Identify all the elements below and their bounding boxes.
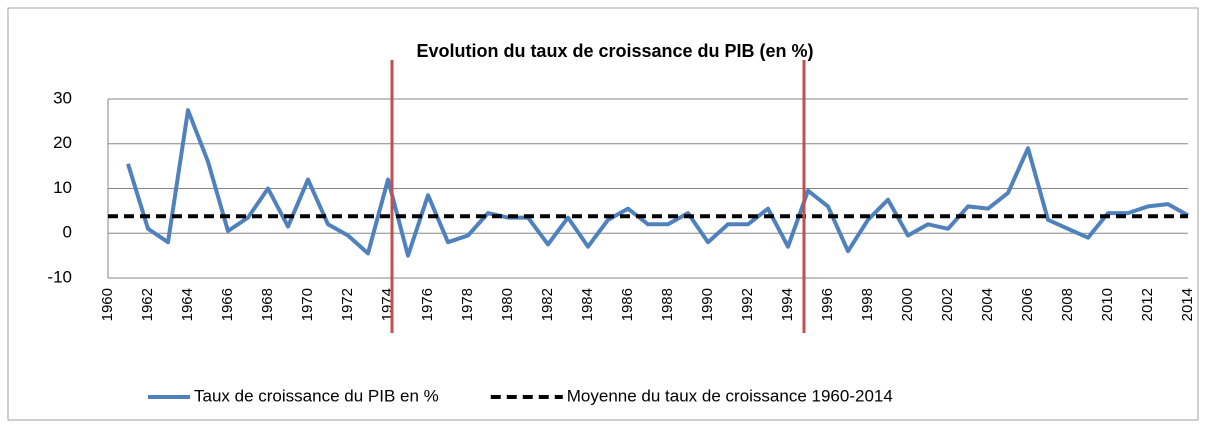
x-tick-label: 1982 [539,288,556,321]
legend-label: Taux de croissance du PIB en % [194,386,439,405]
y-tick-label: 20 [53,133,72,152]
chart-title: Evolution du taux de croissance du PIB (… [416,41,813,61]
x-tick-label: 1996 [819,288,836,321]
x-tick-label: 1968 [259,288,276,321]
x-tick-label: 1978 [459,288,476,321]
y-tick-label: 10 [53,178,72,197]
x-tick-label: 1964 [179,288,196,321]
y-tick-label: 0 [63,223,72,242]
x-tick-label: 1966 [219,288,236,321]
y-tick-label: 30 [53,88,72,107]
x-tick-label: 2008 [1059,288,1076,321]
x-tick-label: 2006 [1019,288,1036,321]
x-tick-label: 2012 [1139,288,1156,321]
x-tick-label: 1972 [339,288,356,321]
x-tick-label: 1998 [859,288,876,321]
x-tick-label: 1992 [739,288,756,321]
x-tick-label: 1960 [99,288,116,321]
y-tick-label: -10 [47,267,72,286]
x-tick-label: 1984 [579,288,596,321]
x-tick-label: 2002 [939,288,956,321]
chart-border [7,7,1199,421]
x-tick-label: 2014 [1179,288,1196,321]
x-tick-label: 1990 [699,288,716,321]
data-line [126,108,1189,258]
x-tick-label: 1980 [499,288,516,321]
x-tick-label: 1986 [619,288,636,321]
x-tick-label: 1976 [419,288,436,321]
x-tick-label: 2004 [979,288,996,321]
x-tick-label: 2010 [1099,288,1116,321]
x-tick-label: 2000 [899,288,916,321]
x-tick-label: 1994 [779,288,796,321]
legend-label: Moyenne du taux de croissance 1960-2014 [567,386,893,405]
x-tick-label: 1962 [139,288,156,321]
x-tick-label: 1988 [659,288,676,321]
x-tick-label: 1970 [299,288,316,321]
